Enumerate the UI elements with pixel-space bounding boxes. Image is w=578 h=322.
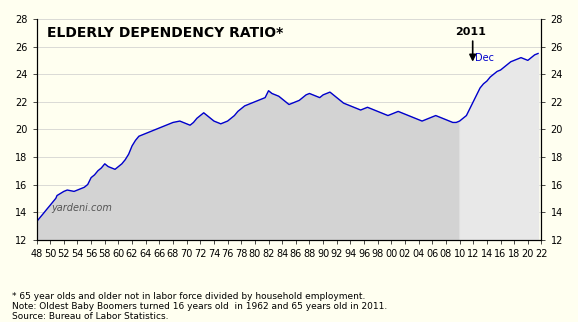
Text: yardeni.com: yardeni.com [51, 203, 113, 213]
Text: 2011: 2011 [455, 27, 486, 37]
Text: * 65 year olds and older not in labor force divided by household employment.: * 65 year olds and older not in labor fo… [12, 292, 365, 301]
Text: Source: Bureau of Labor Statistics.: Source: Bureau of Labor Statistics. [12, 312, 168, 321]
Text: ELDERLY DEPENDENCY RATIO*: ELDERLY DEPENDENCY RATIO* [47, 26, 283, 40]
Text: Note: Oldest Baby Boomers turned 16 years old  in 1962 and 65 years old in 2011.: Note: Oldest Baby Boomers turned 16 year… [12, 302, 387, 311]
Text: Dec: Dec [475, 53, 494, 63]
